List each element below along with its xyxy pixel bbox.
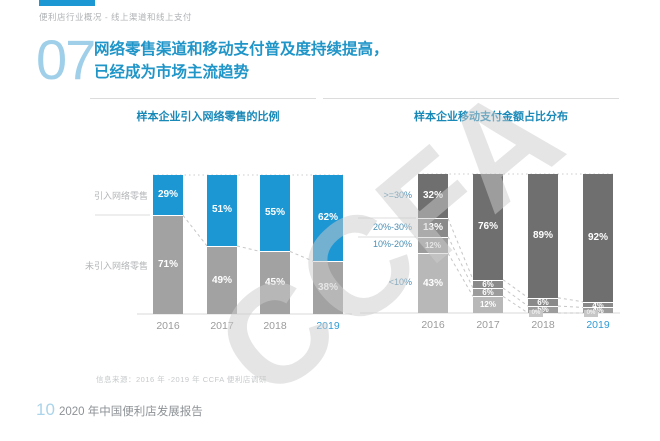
segment-value-label: 51% (211, 204, 232, 215)
year-label: 2017 (476, 319, 500, 331)
series-label: <10% (388, 277, 412, 288)
segment-value-label: 49% (211, 274, 232, 286)
segment-value-label: 12% (424, 240, 441, 250)
series-label: 20%-30% (372, 221, 412, 232)
bar-segment: 49% (207, 245, 237, 314)
bar-segment: 5% (528, 305, 558, 315)
page-title-line2: 已经成为市场主流趋势 (94, 64, 250, 81)
bar-segment: 12% (473, 296, 503, 313)
source-note: 信息来源：2016 年 -2019 年 CCFA 便利店调研 (96, 375, 267, 384)
bar-segment: 38% (313, 261, 343, 314)
page-title-line1: 网络零售渠道和移动支付普及度持续提高， (94, 41, 389, 58)
year-label: 2017 (210, 320, 234, 332)
bar-segment: 92% (583, 174, 613, 302)
bar-segment: 6% (473, 287, 503, 297)
bar-segment: 55% (260, 175, 290, 252)
segment-value-label: 55% (264, 207, 285, 218)
year-label: 2016 (156, 320, 180, 332)
series-label: 未引入网络零售 (84, 260, 148, 271)
bar-segment: 71% (153, 215, 183, 314)
year-label: 2019 (586, 319, 610, 331)
footer-report-title: 2020 年中国便利店发展报告 (59, 406, 203, 418)
segment-value-label: 12% (479, 300, 496, 310)
segment-value-label: 45% (264, 277, 285, 289)
segment-value-label: 38% (317, 282, 338, 294)
segment-value-label: 62% (317, 212, 338, 223)
bar-segment: 62% (313, 175, 343, 262)
bar-segment: 45% (260, 251, 290, 314)
page-number: 10 (36, 400, 55, 419)
top-accent-bar (39, 0, 95, 6)
right-chart-title: 样本企业移动支付金额占比分布 (414, 111, 568, 123)
segment-value-label: 4% (592, 300, 604, 310)
segment-value-label: 4% (592, 306, 604, 316)
chart-line (557, 305, 584, 308)
bar-segment: 4% (583, 300, 613, 310)
bar-segment: 4% (583, 306, 613, 316)
chart-line (447, 218, 474, 280)
series-label: >=30% (383, 190, 412, 201)
chart-line (447, 252, 474, 297)
series-label: 引入网络零售 (93, 191, 148, 202)
year-label: 2016 (421, 319, 445, 331)
segment-value-label: 89% (532, 230, 553, 241)
segment-value-label: 6% (537, 297, 549, 307)
bar-segment: 76% (473, 174, 503, 280)
breadcrumb: 便利店行业概况 - 线上渠道和线上支付 (39, 12, 193, 22)
segment-value-label: 76% (477, 221, 498, 232)
zero-value-label: 0% (529, 310, 543, 317)
chart-line (182, 215, 208, 247)
chart-line (236, 245, 261, 252)
chart-line (502, 287, 529, 307)
bar-segment: 13% (418, 218, 448, 237)
segment-value-label: 6% (482, 287, 494, 297)
chart-line (502, 279, 529, 299)
segment-value-label: 29% (157, 189, 178, 200)
segment-value-label: 13% (422, 222, 443, 234)
bar-segment: 32% (418, 174, 448, 219)
bar-segment: 12% (418, 236, 448, 254)
segment-value-label: 5% (537, 305, 549, 315)
segment-value-label: 92% (587, 232, 608, 243)
left-chart-title: 样本企业引入网络零售的比例 (136, 111, 280, 123)
chart-line (502, 295, 529, 314)
segment-value-label: 43% (422, 278, 443, 290)
segment-value-label: 32% (422, 190, 443, 201)
bar-segment: 6% (528, 297, 558, 307)
year-label: 2019 (316, 320, 340, 332)
chart-line (289, 250, 314, 262)
page-title: 网络零售渠道和移动支付普及度持续提高， 已经成为市场主流趋势 (94, 38, 389, 84)
segment-value-label: 71% (157, 259, 178, 271)
bar-segment: 89% (528, 174, 558, 298)
bar-segment: 6% (473, 279, 503, 289)
bar-segment: 29% (153, 175, 183, 216)
chart-line (557, 297, 584, 303)
zero-value-label: 0% (584, 310, 598, 317)
section-number: 07 (36, 28, 96, 91)
year-label: 2018 (531, 319, 555, 331)
segment-value-label: 6% (482, 279, 494, 289)
year-label: 2018 (263, 320, 287, 332)
bar-segment: 51% (207, 175, 237, 246)
divider-left-chart (90, 98, 316, 99)
divider-right-chart (323, 98, 619, 99)
bar-segment: 43% (418, 253, 448, 313)
series-label: 10%-20% (372, 238, 412, 249)
